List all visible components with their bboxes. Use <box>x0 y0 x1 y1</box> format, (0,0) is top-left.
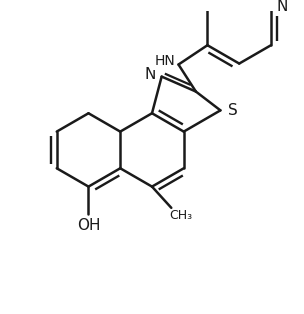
Text: N: N <box>277 0 288 14</box>
Text: HN: HN <box>155 54 175 68</box>
Text: OH: OH <box>77 218 100 233</box>
Text: N: N <box>144 67 156 82</box>
Text: S: S <box>228 103 238 118</box>
Text: CH₃: CH₃ <box>169 209 192 222</box>
